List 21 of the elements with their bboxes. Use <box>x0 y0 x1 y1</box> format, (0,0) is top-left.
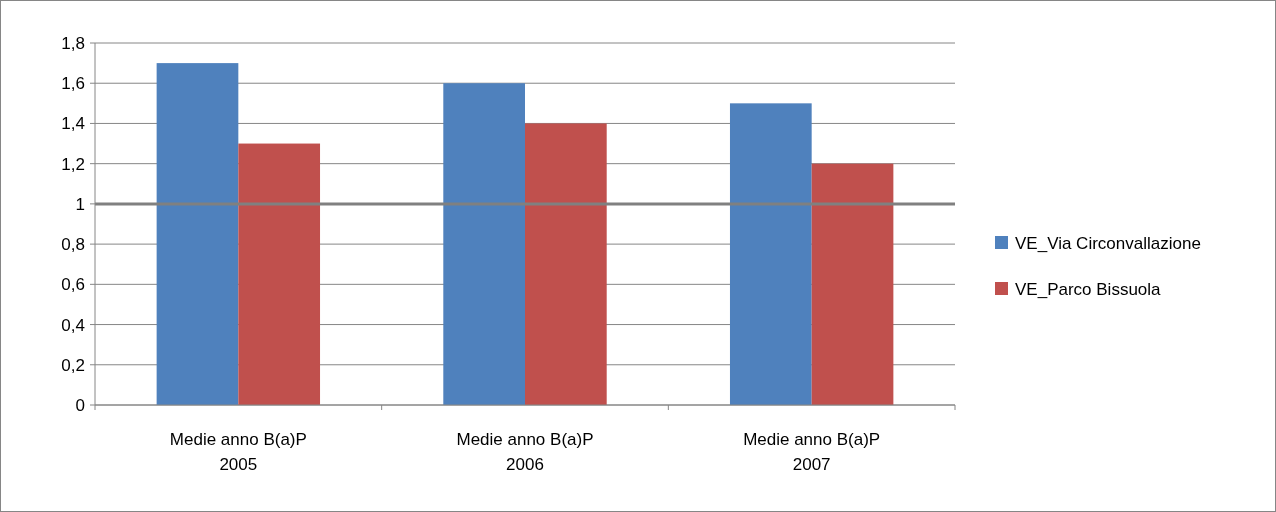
y-tick-label: 0,4 <box>61 315 85 335</box>
bar <box>729 103 812 405</box>
y-tick-label: 0,2 <box>61 355 85 375</box>
bar <box>238 143 321 405</box>
y-tick-label: 1,4 <box>61 114 85 134</box>
y-tick-label: 1 <box>75 194 85 214</box>
x-tick-label: Medie anno B(a)P 2005 <box>169 430 307 474</box>
y-tick-label: 1,6 <box>61 74 85 94</box>
x-tick-label: Medie anno B(a)P 2006 <box>456 430 594 474</box>
legend-label: VE_Parco Bissuola <box>1015 279 1162 299</box>
bar <box>443 83 525 405</box>
y-tick-label: 1,2 <box>61 154 85 174</box>
y-tick-label: 0,8 <box>61 235 85 255</box>
bar <box>525 123 607 405</box>
y-tick-label: 0,6 <box>61 275 85 295</box>
bar <box>156 63 239 405</box>
y-tick-label: 1,8 <box>61 33 85 53</box>
x-tick-label: Medie anno B(a)P 2007 <box>743 430 881 474</box>
bar <box>811 163 894 405</box>
legend-label: VE_Via Circonvallazione <box>1015 233 1201 253</box>
y-tick-label: 0 <box>75 395 85 415</box>
